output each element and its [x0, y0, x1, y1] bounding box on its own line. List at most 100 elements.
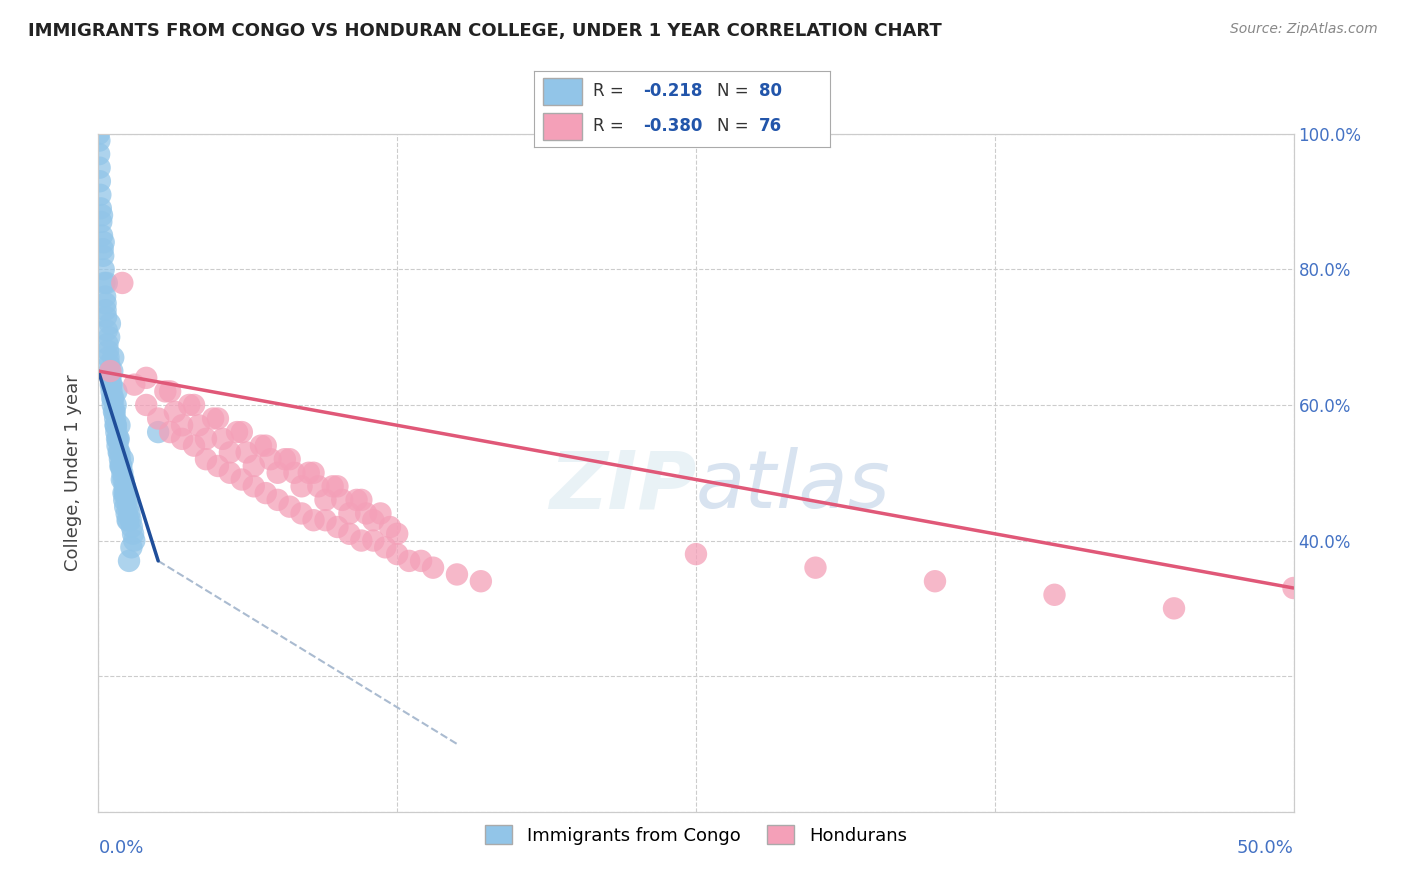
Point	[94, 289, 117, 303]
Point	[115, 507, 138, 521]
Point	[96, 323, 118, 337]
Point	[103, 391, 125, 405]
Point	[243, 458, 266, 473]
Point	[112, 486, 135, 500]
Point	[267, 492, 290, 507]
Point	[298, 466, 321, 480]
Point	[446, 567, 468, 582]
Point	[187, 418, 209, 433]
Text: atlas: atlas	[696, 447, 891, 525]
Point	[326, 520, 349, 534]
Text: -0.380: -0.380	[644, 117, 703, 135]
Point	[267, 466, 290, 480]
Point	[330, 492, 353, 507]
Point	[155, 384, 177, 399]
Point	[104, 398, 127, 412]
Point	[120, 541, 142, 555]
Point	[322, 479, 344, 493]
Point	[243, 479, 266, 493]
Text: 80: 80	[759, 82, 782, 100]
Point	[115, 492, 138, 507]
Point	[107, 445, 129, 459]
Point	[101, 364, 124, 378]
Point	[254, 439, 277, 453]
Text: N =: N =	[717, 117, 754, 135]
Point	[115, 486, 138, 500]
Point	[378, 520, 401, 534]
Point	[385, 547, 409, 561]
Point	[172, 432, 194, 446]
Point	[91, 242, 114, 256]
Point	[302, 466, 325, 480]
Point	[100, 377, 122, 392]
Point	[111, 452, 134, 467]
Point	[354, 507, 377, 521]
Point	[90, 215, 112, 229]
Point	[122, 526, 145, 541]
Point	[259, 452, 281, 467]
Point	[121, 520, 143, 534]
Point	[104, 405, 127, 419]
Point	[159, 425, 181, 439]
Point	[163, 405, 186, 419]
Point	[422, 560, 444, 574]
Point	[1163, 601, 1185, 615]
Point	[94, 310, 117, 324]
Point	[350, 492, 373, 507]
Point	[97, 343, 120, 358]
Point	[89, 147, 111, 161]
Point	[346, 492, 368, 507]
Point	[100, 384, 122, 399]
Point	[183, 439, 205, 453]
Point	[315, 492, 337, 507]
Point	[105, 432, 128, 446]
Point	[207, 458, 229, 473]
Text: R =: R =	[593, 117, 630, 135]
Point	[108, 418, 131, 433]
Point	[91, 228, 114, 243]
Point	[94, 296, 117, 310]
Point	[89, 174, 111, 188]
Point	[111, 276, 134, 290]
Y-axis label: College, Under 1 year: College, Under 1 year	[65, 375, 83, 571]
Text: 76: 76	[759, 117, 782, 135]
Point	[290, 479, 312, 493]
Point	[101, 398, 124, 412]
Text: Source: ZipAtlas.com: Source: ZipAtlas.com	[1230, 22, 1378, 37]
Point	[89, 134, 111, 148]
Point	[90, 202, 112, 216]
Point	[179, 398, 201, 412]
Point	[685, 547, 707, 561]
Point	[105, 425, 128, 439]
FancyBboxPatch shape	[543, 78, 582, 104]
Point	[96, 337, 118, 351]
Point	[96, 276, 118, 290]
Point	[194, 452, 218, 467]
Point	[117, 500, 139, 514]
Point	[89, 187, 111, 202]
Point	[159, 384, 181, 399]
Point	[98, 364, 122, 378]
Point	[219, 466, 242, 480]
Point	[226, 425, 249, 439]
Point	[114, 486, 136, 500]
Point	[231, 425, 253, 439]
Point	[290, 507, 312, 521]
Point	[363, 513, 385, 527]
FancyBboxPatch shape	[543, 113, 582, 140]
Point	[104, 411, 127, 425]
Point	[231, 473, 253, 487]
Point	[108, 445, 131, 459]
Text: IMMIGRANTS FROM CONGO VS HONDURAN COLLEGE, UNDER 1 YEAR CORRELATION CHART: IMMIGRANTS FROM CONGO VS HONDURAN COLLEG…	[28, 22, 942, 40]
Point	[100, 377, 122, 392]
Point	[183, 398, 205, 412]
Point	[118, 554, 141, 568]
Point	[219, 445, 242, 459]
Point	[120, 513, 142, 527]
Point	[804, 560, 827, 574]
Point	[111, 466, 134, 480]
Point	[202, 411, 225, 425]
Point	[350, 533, 373, 548]
Point	[278, 452, 301, 467]
Point	[98, 364, 121, 378]
